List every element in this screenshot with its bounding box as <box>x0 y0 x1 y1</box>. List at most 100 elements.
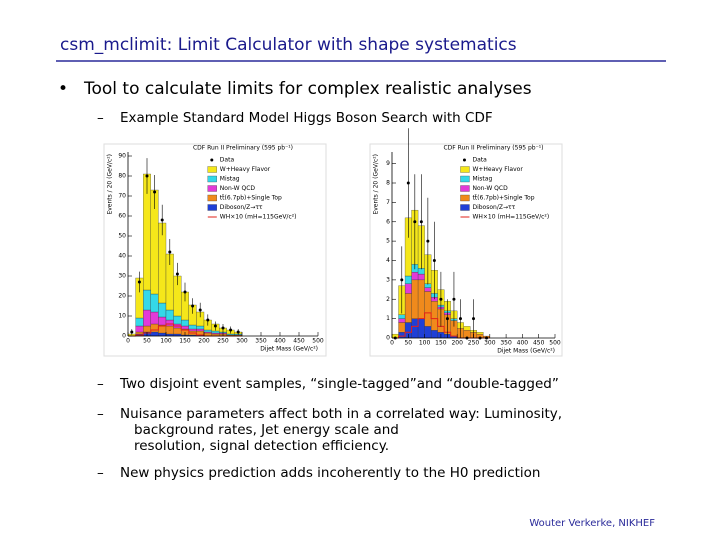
data-point <box>191 304 195 308</box>
hist-bar <box>404 293 412 323</box>
hist-bar <box>424 326 432 339</box>
x-tick-label: 500 <box>312 338 324 345</box>
item-line: Nuisance parameters affect both in a cor… <box>120 406 562 422</box>
dash: – <box>97 465 104 481</box>
bullet: Tool to calculate limits for complex rea… <box>83 79 532 99</box>
legend-label: W+Heavy Flavor <box>220 166 271 173</box>
hist-bar <box>203 329 212 333</box>
legend-data-marker <box>210 158 214 162</box>
data-point <box>168 250 172 254</box>
y-tick-label: 20 <box>118 293 126 300</box>
x-tick-label: 300 <box>484 340 496 347</box>
y-axis-label: Events / 20 (GeV/c²) <box>107 154 114 215</box>
hist-bar <box>165 319 174 327</box>
y-tick-label: 60 <box>118 213 126 220</box>
hist-bar <box>411 318 419 339</box>
data-point <box>439 297 443 301</box>
legend-label: Non-W QCD <box>472 185 508 192</box>
data-point <box>198 308 202 312</box>
item-line: Two disjoint event samples, “single-tagg… <box>119 376 559 392</box>
legend-swatch <box>207 194 217 202</box>
legend-label: Diboson/Z→ττ <box>472 204 515 211</box>
hist-bar <box>398 332 406 339</box>
legend-label: tt̄(6.7pb)+Single Top <box>472 194 534 201</box>
hist-bar <box>424 287 432 292</box>
hist-bar <box>463 326 471 331</box>
slide-title: csm_mclimit: Limit Calculator with shape… <box>60 35 517 55</box>
y-tick-label: 5 <box>386 238 390 245</box>
legend-swatch <box>460 194 470 202</box>
y-tick-label: 7 <box>386 199 390 206</box>
legend-swatch <box>207 175 217 183</box>
hist-bar <box>404 275 412 284</box>
x-tick-label: 350 <box>500 340 512 347</box>
hist-bar <box>398 322 406 333</box>
y-tick-label: 3 <box>386 276 390 283</box>
y-tick-label: 0 <box>386 335 390 342</box>
hist-bar <box>158 332 167 337</box>
x-tick-label: 450 <box>533 340 545 347</box>
x-tick-label: 200 <box>198 338 210 345</box>
item-line: background rates, Jet energy scale and <box>134 422 399 438</box>
dash: – <box>97 406 104 422</box>
data-point <box>419 220 423 224</box>
x-tick-label: 50 <box>404 340 412 347</box>
item-line: New physics prediction adds incoherently… <box>120 465 540 481</box>
y-tick-label: 80 <box>118 173 126 180</box>
data-point <box>432 259 436 262</box>
hist-bar <box>150 323 159 333</box>
hist-bar <box>430 301 438 331</box>
hist-bar <box>135 317 144 327</box>
hist-bar <box>417 273 425 281</box>
data-point <box>406 181 410 185</box>
hist-bar <box>424 291 432 327</box>
legend-label: Diboson/Z→ττ <box>220 204 263 211</box>
y-tick-label: 40 <box>118 253 126 260</box>
legend-label: Mistag <box>472 176 492 183</box>
y-tick-label: 9 <box>386 160 390 167</box>
x-tick-label: 300 <box>236 338 248 345</box>
x-tick-label: 250 <box>468 340 480 347</box>
y-tick-label: 10 <box>118 313 126 320</box>
hist-bar <box>476 332 484 335</box>
legend-swatch <box>207 185 217 192</box>
legend-swatch <box>207 204 217 211</box>
legend-label: WH×10 (mH=115GeV/c²) <box>220 214 297 221</box>
x-tick-label: 200 <box>451 340 463 347</box>
x-tick-label: 400 <box>517 340 529 347</box>
hist-bar <box>411 271 419 281</box>
dash: – <box>97 110 104 126</box>
hist-bar <box>417 318 425 339</box>
legend-label: W+Heavy Flavor <box>472 166 523 173</box>
data-point <box>160 218 164 222</box>
chart-title: CDF Run II Preliminary (595 pb⁻¹) <box>193 145 293 152</box>
hist-bar <box>211 330 220 334</box>
data-point <box>472 317 475 321</box>
data-point <box>145 174 149 178</box>
data-point <box>153 190 157 194</box>
data-point <box>206 318 210 322</box>
data-point <box>229 328 233 332</box>
hist-bar <box>188 328 197 332</box>
hist-bar <box>165 309 174 321</box>
y-tick-label: 8 <box>386 180 390 187</box>
hist-bar <box>135 331 144 335</box>
data-point <box>400 278 404 282</box>
hist-bar <box>188 324 197 330</box>
chart-title: CDF Run II Preliminary (595 pb⁻¹) <box>443 145 543 152</box>
legend-swatch <box>460 204 470 211</box>
legend-swatch <box>460 185 470 192</box>
data-point <box>445 317 449 321</box>
y-tick-label: 1 <box>386 315 390 322</box>
bullet-marker: • <box>58 79 68 99</box>
hist-bar <box>150 331 159 337</box>
legend-label: Non-W QCD <box>220 185 256 192</box>
hist-bar <box>411 279 419 319</box>
hist-bar <box>143 325 151 333</box>
x-axis-label: Dijet Mass (GeV/c²) <box>497 348 555 355</box>
x-tick-label: 0 <box>390 340 394 347</box>
data-point <box>452 297 456 301</box>
x-tick-label: 400 <box>274 338 286 345</box>
legend-data-marker <box>462 158 466 162</box>
